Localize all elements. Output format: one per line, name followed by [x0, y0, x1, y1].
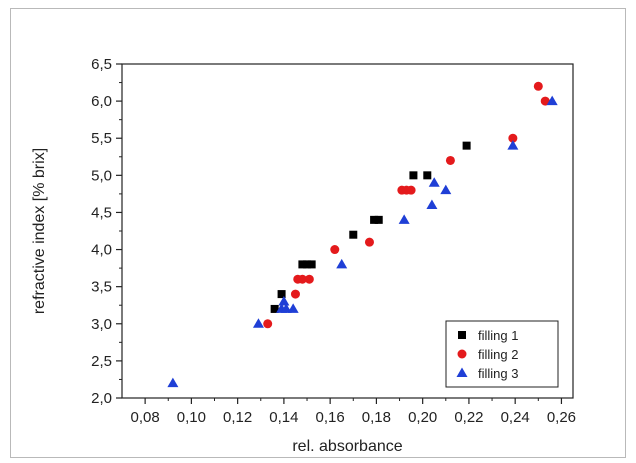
data-point: [349, 230, 358, 239]
x-tick-label: 0,18: [362, 409, 391, 426]
legend: filling 1 filling 2 filling 3: [445, 320, 559, 388]
data-point: [406, 185, 416, 195]
x-tick-label: 0,20: [408, 409, 437, 426]
x-axis-label: rel. absorbance: [292, 438, 402, 455]
legend-item: filling 3: [456, 366, 518, 381]
data-point: [546, 95, 558, 106]
data-point: [426, 199, 438, 210]
y-tick-label: 2,0: [91, 390, 112, 407]
x-tick-label: 0,26: [547, 409, 576, 426]
data-point: [507, 140, 519, 150]
data-point: [445, 155, 455, 165]
y-tick-label: 6,0: [91, 93, 112, 110]
y-tick-label: 4,0: [91, 242, 112, 259]
x-tick-label: 0,10: [177, 409, 206, 426]
data-point: [280, 303, 292, 313]
y-axis-label: refractive index [% brix]: [31, 148, 48, 314]
legend-item: filling 1: [458, 328, 518, 343]
data-point: [167, 377, 179, 388]
data-point: [307, 260, 316, 269]
y-tick-label: 2,5: [91, 353, 112, 370]
legend-marker: [458, 331, 466, 339]
y-tick-label: 3,5: [91, 279, 112, 296]
data-point: [304, 274, 314, 284]
x-tick-label: 0,12: [223, 409, 252, 426]
y-tick-label: 5,0: [91, 167, 112, 184]
legend-label: filling 1: [478, 328, 518, 343]
data-point: [252, 318, 264, 328]
legend-label: filling 2: [478, 347, 518, 362]
legend-item: filling 2: [457, 347, 518, 362]
series-2: [263, 81, 550, 329]
y-tick-label: 6,5: [91, 56, 112, 73]
y-tick-label: 3,0: [91, 316, 112, 333]
data-point: [409, 171, 418, 180]
data-point: [440, 184, 452, 195]
y-tick-label: 5,5: [91, 130, 112, 147]
data-points: [167, 81, 558, 388]
legend-marker: [456, 367, 468, 377]
data-point: [290, 289, 300, 299]
data-point: [278, 296, 290, 306]
data-point: [398, 214, 410, 224]
x-tick-label: 0,24: [501, 409, 530, 426]
x-axis: 0,08 0,10 0,12 0,14 0,16 0,18 0,20 0,22 0,24 0,26: [131, 398, 576, 426]
data-point: [364, 237, 374, 247]
data-point: [370, 215, 379, 224]
data-point: [336, 258, 348, 269]
x-tick-label: 0,22: [454, 409, 483, 426]
y-tick-label: 4,5: [91, 204, 112, 221]
data-point: [270, 304, 279, 313]
data-point: [462, 141, 471, 150]
legend-label: filling 3: [478, 366, 518, 381]
data-point: [374, 215, 383, 224]
x-tick-label: 0,08: [131, 409, 160, 426]
data-point: [298, 260, 307, 269]
series-3: [167, 95, 558, 388]
data-point: [330, 245, 340, 255]
x-tick-label: 0,14: [269, 409, 298, 426]
data-point: [423, 171, 432, 180]
data-point: [508, 133, 518, 143]
data-point: [297, 274, 307, 284]
series-1: [270, 141, 471, 313]
data-point: [540, 96, 550, 106]
data-point: [428, 177, 440, 187]
data-point: [263, 319, 273, 329]
data-point: [277, 290, 286, 299]
legend-marker: [457, 349, 467, 359]
data-point: [287, 303, 299, 313]
data-point: [303, 260, 312, 269]
data-point: [533, 81, 543, 91]
x-tick-label: 0,16: [316, 409, 345, 426]
y-axis: 2,0 2,5 3,0 3,5 4,0 4,5 5,0 5,5 6,0 6,5: [91, 56, 122, 407]
